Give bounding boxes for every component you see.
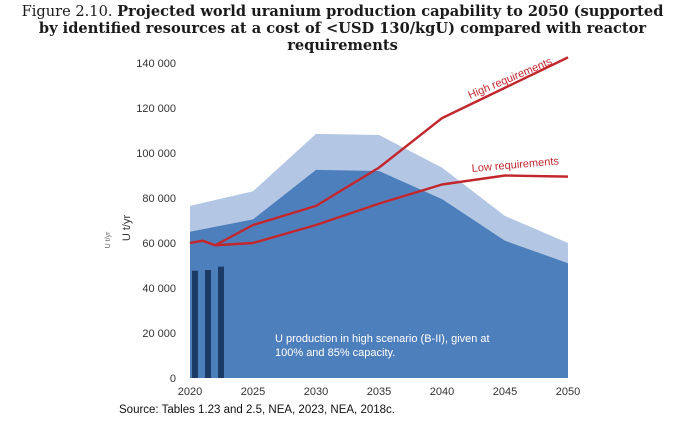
source-note: Source: Tables 1.23 and 2.5, NEA, 2023, … [119, 404, 395, 416]
y-tick-label: 100 000 [136, 148, 176, 160]
figure-number: Figure 2.10. [21, 3, 113, 20]
figure-caption: Figure 2.10. Projected world uranium pro… [10, 3, 675, 54]
x-tick-label: 2035 [367, 386, 391, 398]
y-tick-label: 80 000 [142, 193, 176, 205]
line-low-requirements [189, 174, 569, 247]
x-tick-label: 2025 [241, 386, 265, 398]
bar-production-2020 [192, 270, 198, 378]
y-tick-label: 120 000 [136, 103, 176, 115]
area-capacity-85 [190, 169, 568, 378]
figure-title: Projected world uranium production capab… [38, 3, 664, 54]
bar-production-2021 [205, 270, 211, 378]
x-tick-label: 2045 [493, 386, 517, 398]
annotation-note-line1: U production in high scenario (B-II), gi… [275, 333, 490, 345]
y-tick-label: 20 000 [142, 328, 176, 340]
x-tick-label: 2020 [178, 386, 202, 398]
x-tick-label: 2040 [430, 386, 454, 398]
y-axis-label-faint: U t/yr [105, 231, 112, 248]
y-tick-label: 40 000 [142, 283, 176, 295]
y-tick-label: 60 000 [142, 238, 176, 250]
y-tick-label: 140 000 [136, 58, 176, 70]
annotation-low-requirements: Low requirements [471, 155, 560, 175]
annotation-note-line2: 100% and 85% capacity. [275, 347, 395, 359]
bar-production-2022 [218, 266, 224, 378]
y-axis-label: U t/yr [121, 215, 133, 242]
y-tick-label: 0 [170, 373, 176, 385]
x-tick-label: 2030 [304, 386, 328, 398]
x-tick-label: 2050 [556, 386, 580, 398]
annotation-high-requirements: High requirements [466, 55, 554, 101]
stray-mark: ( ) [350, 45, 356, 51]
